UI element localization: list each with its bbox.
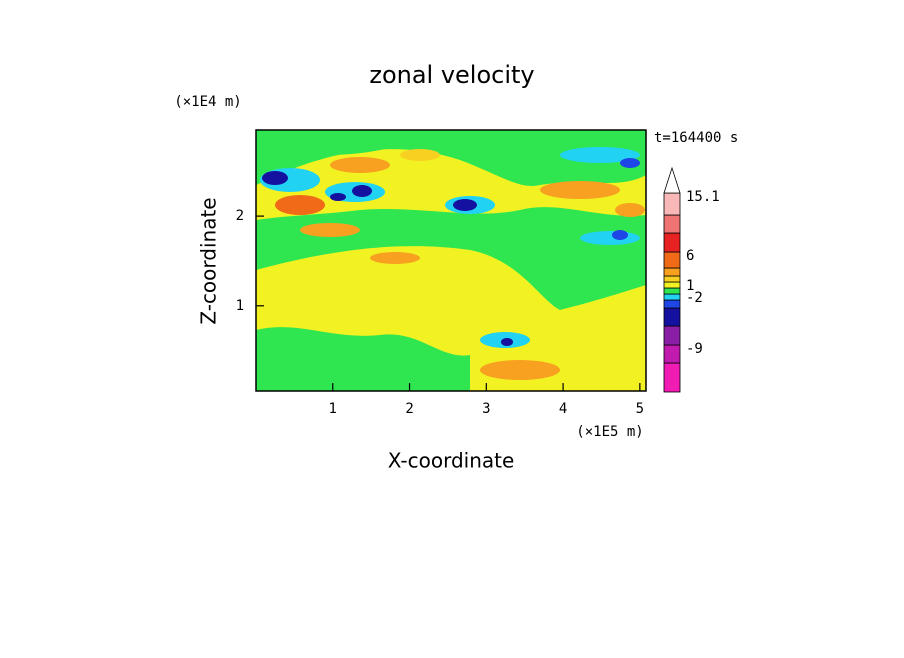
- x-tick-label: 5: [636, 401, 644, 417]
- y-tick-label: 1: [236, 298, 244, 314]
- field-region: [352, 185, 372, 197]
- field-region: [256, 327, 470, 391]
- field-region: [370, 252, 420, 264]
- colorbar-box: [663, 251, 681, 269]
- colorbar-box: [663, 287, 681, 295]
- plot-frame: [255, 129, 647, 392]
- x-tick-label: 4: [559, 401, 567, 417]
- colorbar-box: [663, 192, 681, 216]
- field-region: [275, 195, 325, 215]
- field-region: [262, 171, 288, 185]
- contour-field: [256, 130, 646, 391]
- field-region: [300, 223, 360, 237]
- colorbar-box: [663, 362, 681, 393]
- colorbar-box: [663, 299, 681, 309]
- field-region: [453, 199, 477, 211]
- colorbar-label: 6: [686, 248, 694, 264]
- field-region: [615, 203, 645, 217]
- field-region: [256, 130, 646, 160]
- field-region: [480, 360, 560, 380]
- x-tick-label: 3: [482, 401, 490, 417]
- field-region: [540, 181, 620, 199]
- field-region: [580, 231, 640, 245]
- x-tick-label: 1: [329, 401, 337, 417]
- field-region: [330, 157, 390, 173]
- x-unit: (×1E5 m): [576, 424, 643, 440]
- x-tick-label: 2: [405, 401, 413, 417]
- y-unit: (×1E4 m): [174, 94, 241, 110]
- colorbar-label: -9: [686, 341, 703, 357]
- y-axis-label: Z-coordinate: [197, 197, 221, 324]
- field-region: [400, 149, 440, 161]
- colorbar-box: [663, 214, 681, 234]
- time-label: t=164400 s: [654, 130, 738, 146]
- x-axis-label: X-coordinate: [388, 449, 515, 473]
- colorbar-label: -2: [686, 290, 703, 306]
- colorbar-arrow: [663, 166, 681, 194]
- colorbar-label: 1: [686, 278, 694, 294]
- colorbar-box: [663, 293, 681, 301]
- colorbar-box: [663, 275, 681, 283]
- colorbar-box: [663, 281, 681, 289]
- y-tick-label: 2: [236, 208, 244, 224]
- colorbar-box: [663, 325, 681, 346]
- colorbar-box: [663, 232, 681, 253]
- colorbar-box: [663, 267, 681, 277]
- field-region: [620, 158, 640, 168]
- field-region: [501, 338, 513, 346]
- field-region: [612, 230, 628, 240]
- field-region: [560, 147, 640, 163]
- colorbar-box: [663, 344, 681, 364]
- colorbar-box: [663, 307, 681, 327]
- field-region: [330, 193, 346, 201]
- colorbar-label: 15.1: [686, 189, 720, 205]
- chart-title: zonal velocity: [369, 61, 534, 89]
